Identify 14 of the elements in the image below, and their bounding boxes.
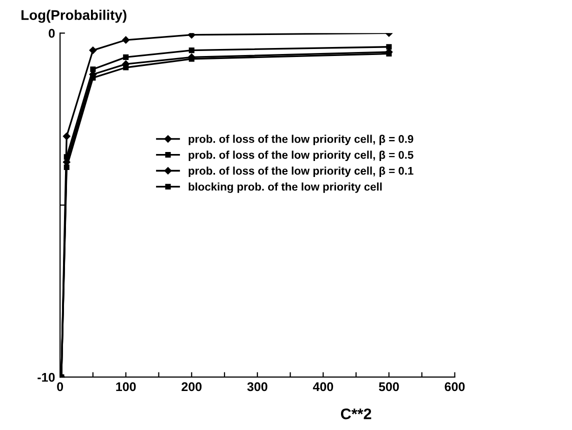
x-tick-label: 100	[116, 382, 136, 392]
x-axis-title: C**2	[340, 408, 372, 420]
x-tick-label: 500	[378, 382, 399, 392]
x-tick-label: 200	[182, 382, 202, 392]
legend-label: prob. of loss of the low priority cell, β = 0.9	[188, 134, 414, 146]
legend-label: prob. of loss of the low priority cell, β = 0.1	[188, 166, 414, 177]
legend-label: prob. of loss of the low priority cell, β = 0.5	[188, 150, 414, 162]
x-tick-label: 0	[57, 382, 64, 392]
x-tick-label: 300	[247, 382, 268, 392]
x-tick-label: 600	[444, 382, 465, 392]
y-axis-title: Log(Probability)	[22, 10, 126, 23]
x-tick-label: 400	[312, 382, 334, 392]
y-tick-label: -10	[38, 372, 55, 382]
legend-label: blocking prob. of the low priority cell	[188, 182, 382, 193]
